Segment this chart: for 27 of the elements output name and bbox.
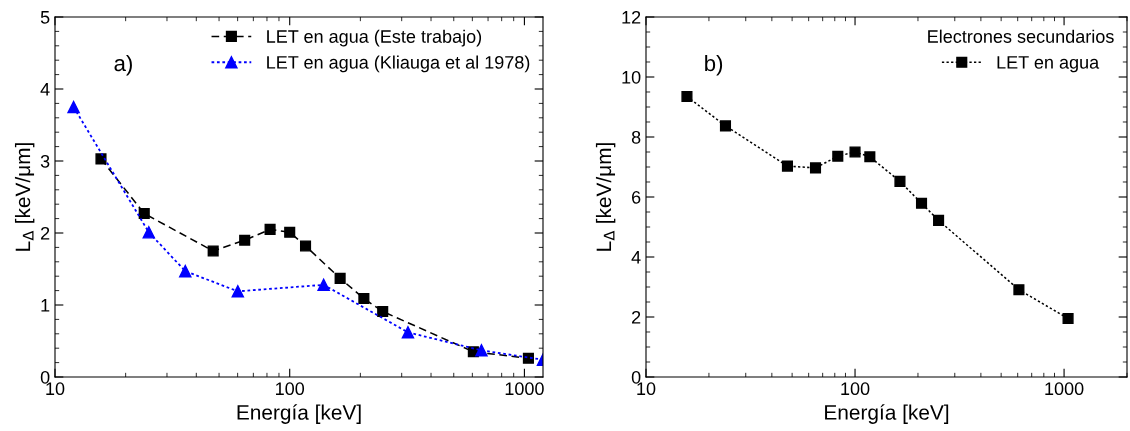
legend-label: LET en agua [997,56,1100,73]
y-axis-title: L$_{Δ}$ [keV/μm] [595,143,616,251]
y-tick-label: 4 [631,251,641,264]
legend-label: LET en agua (Kliauga et al 1978) [267,55,530,73]
y-tick-label: 5 [40,11,50,24]
y-tick-label: 2 [41,226,50,240]
y-tick-label: 3 [40,154,50,168]
y-tick-label: 10 [622,70,641,84]
x-tick-label: 1000 [505,382,544,396]
y-tick-label: 0 [40,370,50,384]
y-tick-label: 8 [631,130,641,144]
annotation: b) [705,54,723,76]
y-tick-label: 4 [40,83,50,96]
y-tick-label: 0 [631,370,641,384]
y-tick-label: 1 [41,299,50,312]
y-axis-title: L$_{Δ}$ [keV/μm] [14,143,35,251]
x-tick-label: 100 [841,382,870,396]
x-tick-label: 100 [276,382,305,396]
legend-label: LET en agua (Este trabajo) [267,29,482,47]
x-tick-label: 1000 [1045,382,1084,396]
x-axis-title: Energía [keV] [825,404,949,424]
x-axis-title: Energía [keV] [237,404,361,424]
annotation: a) [114,54,132,76]
y-tick-label: 2 [632,310,641,324]
legend-title: Electrones secundarios [928,29,1114,43]
y-tick-label: 6 [632,190,641,204]
y-tick-label: 12 [622,10,641,24]
